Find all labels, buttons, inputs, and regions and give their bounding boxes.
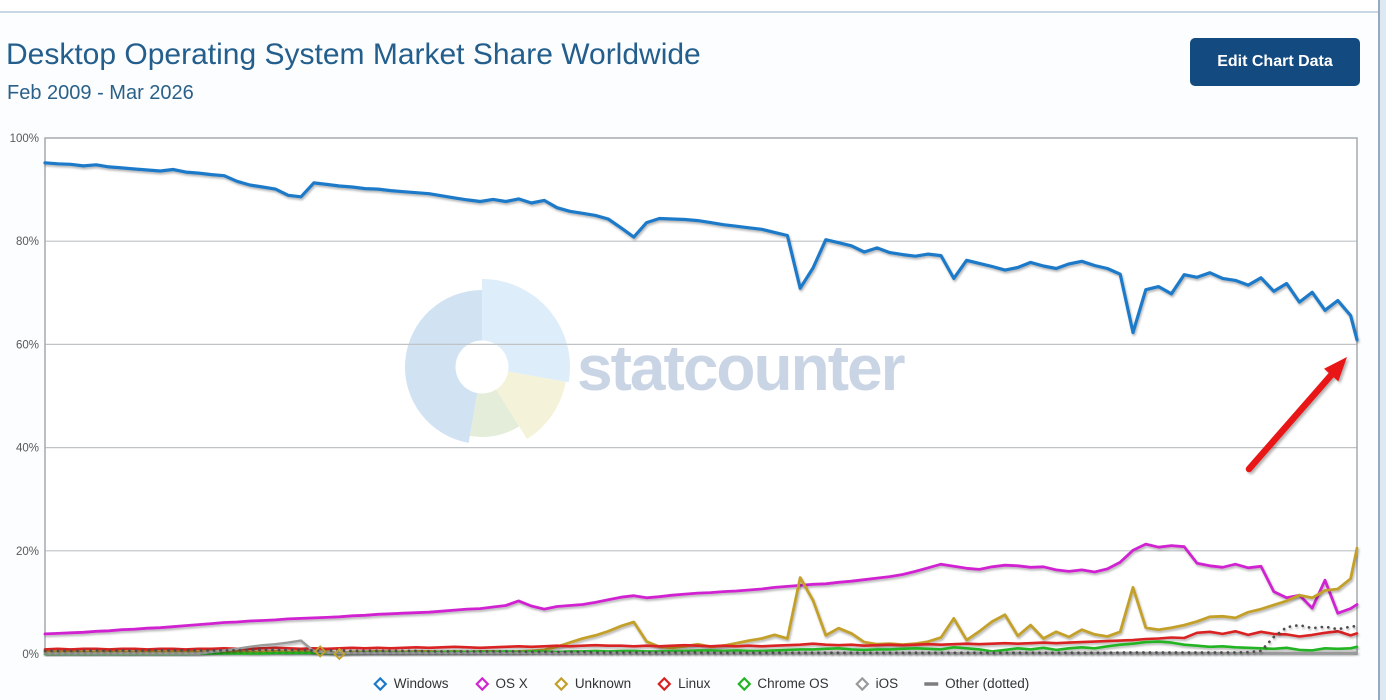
top-divider <box>0 11 1378 13</box>
watermark-text: statcounter <box>577 332 905 404</box>
legend-item-windows: Windows <box>373 676 449 691</box>
y-axis-label: 100% <box>10 133 39 145</box>
legend-diamond-icon <box>855 676 870 691</box>
plot-background <box>45 138 1357 654</box>
y-axis-label: 20% <box>16 546 39 558</box>
legend-item-chrome-os: Chrome OS <box>736 676 829 691</box>
series-line-windows <box>43 161 1359 342</box>
legend-diamond-icon <box>657 676 672 691</box>
legend-dash-icon <box>924 681 939 686</box>
page-title: Desktop Operating System Market Share Wo… <box>6 38 701 71</box>
legend-item-unknown: Unknown <box>554 676 631 691</box>
edit-chart-data-button[interactable]: Edit Chart Data <box>1190 38 1360 86</box>
legend-item-ios: iOS <box>855 676 899 691</box>
legend-item-linux: Linux <box>657 676 710 691</box>
legend-diamond-icon <box>475 676 490 691</box>
legend-item-os-x: OS X <box>475 676 528 691</box>
date-range-subtitle: Feb 2009 - Mar 2026 <box>7 82 194 104</box>
legend-label: Unknown <box>574 676 632 691</box>
y-axis-label: 40% <box>16 443 39 455</box>
legend-label: Linux <box>678 676 711 691</box>
red-annotation-arrow <box>1245 357 1347 473</box>
y-axis-label: 60% <box>16 339 39 351</box>
legend-diamond-icon <box>554 676 569 691</box>
y-axis-label: 0% <box>22 649 39 661</box>
legend-label: OS X <box>495 676 528 691</box>
series-line-linux <box>43 629 1359 651</box>
chart-legend: Windows OS X Unknown Linux Chrome OS iOS Other… <box>373 676 1029 691</box>
series-line-os-x <box>43 542 1359 636</box>
y-axis-label: 80% <box>16 236 39 248</box>
series-line-chrome-os <box>43 640 1359 656</box>
series-line-other-dotted- <box>43 623 1359 655</box>
legend-label: Windows <box>393 676 449 691</box>
data-point-marker <box>333 647 346 661</box>
legend-item-other-dotted-: Other (dotted) <box>924 676 1029 691</box>
page-scrollbar-strip[interactable] <box>1378 0 1386 700</box>
legend-diamond-icon <box>736 676 751 691</box>
legend-label: Other (dotted) <box>945 676 1030 691</box>
data-point-marker <box>313 645 327 658</box>
legend-label: iOS <box>875 676 899 691</box>
legend-diamond-icon <box>373 676 388 691</box>
chart-area: statcounter 100% 80% 60% 40% 20% 0% <box>0 130 1386 675</box>
legend-label: Chrome OS <box>757 676 829 691</box>
market-share-line-chart[interactable]: statcounter 100% 80% 60% 40% 20% 0% <box>0 130 1386 675</box>
